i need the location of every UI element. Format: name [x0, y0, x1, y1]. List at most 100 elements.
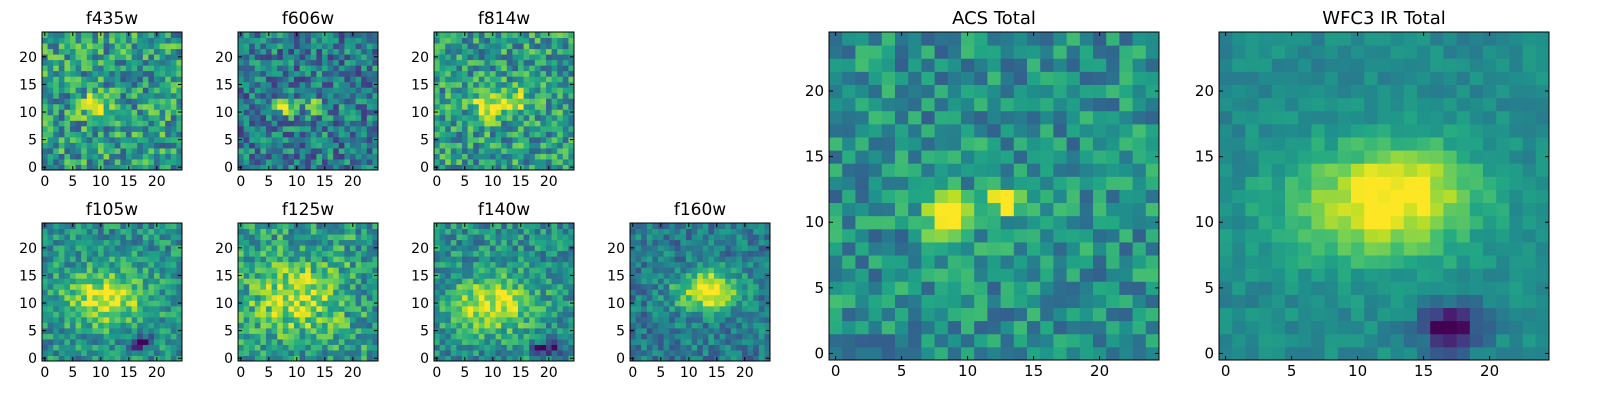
heatmap-cell: [456, 98, 463, 105]
heatmap-cell: [109, 234, 116, 241]
y-tick-label: 20: [411, 241, 429, 257]
heatmap-cell: [294, 294, 301, 301]
heatmap-cell: [260, 311, 267, 318]
heatmap-cell: [58, 344, 65, 351]
heatmap-cell: [1040, 307, 1054, 322]
heatmap-cell: [299, 316, 306, 323]
heatmap-cell: [58, 322, 65, 329]
heatmap-cell: [646, 278, 653, 285]
heatmap-cell: [934, 202, 949, 217]
heatmap-cell: [534, 228, 541, 235]
heatmap-cell: [170, 65, 177, 72]
heatmap-cell: [299, 103, 306, 110]
heatmap-cell: [467, 125, 474, 132]
heatmap-cell: [1040, 150, 1054, 164]
heatmap-cell: [47, 37, 54, 44]
heatmap-cell: [635, 278, 642, 285]
heatmap-cell: [439, 305, 446, 312]
heatmap-cell: [310, 349, 317, 356]
y-tick-label: 15: [215, 77, 233, 93]
heatmap-cell: [42, 153, 49, 160]
heatmap-cell: [462, 333, 469, 340]
heatmap-cell: [663, 234, 670, 241]
heatmap-cell: [467, 48, 474, 55]
heatmap-cell: [506, 131, 513, 138]
heatmap-cell: [736, 278, 743, 285]
heatmap-cell: [669, 223, 676, 230]
heatmap-cell: [277, 92, 284, 99]
heatmap-cell: [855, 268, 870, 282]
heatmap-cell: [316, 344, 323, 351]
heatmap-cell: [1119, 241, 1134, 256]
heatmap-cell: [103, 272, 110, 279]
heatmap-cell: [512, 338, 519, 345]
heatmap-cell: [165, 87, 172, 94]
heatmap-cell: [467, 109, 474, 116]
heatmap-cell: [142, 283, 149, 290]
heatmap-cell: [534, 338, 541, 345]
heatmap-cell: [974, 281, 988, 295]
heatmap-cell: [327, 228, 334, 235]
heatmap-cell: [669, 349, 676, 356]
heatmap-cell: [120, 147, 127, 154]
heatmap-cell: [747, 239, 754, 246]
heatmap-cell: [551, 283, 558, 290]
heatmap-cell: [148, 294, 155, 301]
y-tick-label: 0: [224, 351, 233, 367]
heatmap-cell: [450, 120, 457, 127]
heatmap-cell: [137, 267, 144, 274]
heatmap-cell: [92, 355, 99, 362]
heatmap-cell: [98, 136, 105, 143]
heatmap-cell: [557, 98, 564, 105]
heatmap-cell: [1119, 228, 1134, 243]
heatmap-cell: [327, 147, 334, 154]
heatmap-cell: [736, 283, 743, 290]
heatmap-cell: [747, 272, 754, 279]
heatmap-cell: [131, 305, 138, 312]
heatmap-cell: [148, 81, 155, 88]
heatmap-cell: [243, 283, 250, 290]
heatmap-cell: [439, 87, 446, 94]
heatmap-cell: [70, 153, 77, 160]
heatmap-cell: [908, 281, 922, 295]
heatmap-cell: [86, 158, 93, 165]
heatmap-cell: [736, 311, 743, 318]
heatmap-cell: [1119, 202, 1134, 217]
heatmap-cell: [1119, 333, 1134, 348]
heatmap-cell: [529, 344, 536, 351]
heatmap-cell: [495, 48, 502, 55]
heatmap-cell: [361, 311, 368, 318]
heatmap-cell: [680, 294, 687, 301]
heatmap-cell: [176, 65, 183, 72]
heatmap-cell: [81, 250, 88, 257]
heatmap-cell: [142, 114, 149, 121]
heatmap-cell: [81, 322, 88, 329]
heatmap-cell: [53, 305, 60, 312]
heatmap-cell: [271, 316, 278, 323]
heatmap-cell: [75, 250, 82, 257]
heatmap-cell: [159, 311, 166, 318]
heatmap-cell: [316, 54, 323, 61]
heatmap-cell: [299, 311, 306, 318]
heatmap-cell: [288, 158, 295, 165]
heatmap-cell: [518, 234, 525, 241]
heatmap-cell: [165, 250, 172, 257]
heatmap-cell: [58, 92, 65, 99]
y-tick-label: 15: [215, 268, 233, 284]
heatmap-cell: [719, 278, 726, 285]
heatmap-cell: [316, 70, 323, 77]
heatmap-cell: [439, 109, 446, 116]
heatmap-cell: [305, 65, 312, 72]
heatmap-cell: [260, 338, 267, 345]
heatmap-cell: [126, 261, 133, 268]
heatmap-cell: [1000, 307, 1015, 322]
heatmap-cell: [557, 120, 564, 127]
heatmap-cell: [478, 327, 485, 334]
heatmap-cell: [669, 283, 676, 290]
x-tick-label: 5: [656, 365, 665, 381]
heatmap-cell: [478, 142, 485, 149]
heatmap-cell: [126, 256, 133, 263]
heatmap-cell: [641, 322, 648, 329]
heatmap-cell: [355, 327, 362, 334]
